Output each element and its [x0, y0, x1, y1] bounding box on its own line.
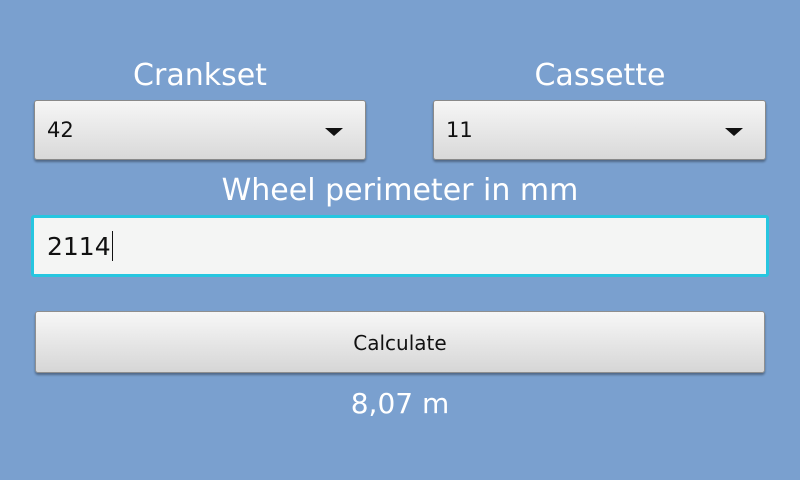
crankset-label: Crankset	[133, 58, 267, 93]
cassette-spinner[interactable]: 11	[433, 100, 766, 160]
calculate-button[interactable]: Calculate	[35, 311, 765, 373]
wheel-perimeter-value: 2114	[47, 231, 113, 263]
cassette-selected-value: 11	[446, 118, 473, 142]
crankset-selected-value: 42	[47, 118, 74, 142]
calculate-button-label: Calculate	[353, 331, 447, 355]
wheel-perimeter-text: 2114	[47, 232, 111, 261]
crankset-spinner[interactable]: 42	[34, 100, 366, 160]
wheel-perimeter-label: Wheel perimeter in mm	[221, 173, 579, 208]
dropdown-arrow-icon	[325, 128, 343, 136]
cassette-label: Cassette	[534, 58, 666, 93]
text-cursor	[111, 231, 113, 261]
wheel-perimeter-input[interactable]: 2114	[31, 215, 769, 277]
dropdown-arrow-icon	[725, 128, 743, 136]
result-value: 8,07 m	[350, 387, 450, 420]
